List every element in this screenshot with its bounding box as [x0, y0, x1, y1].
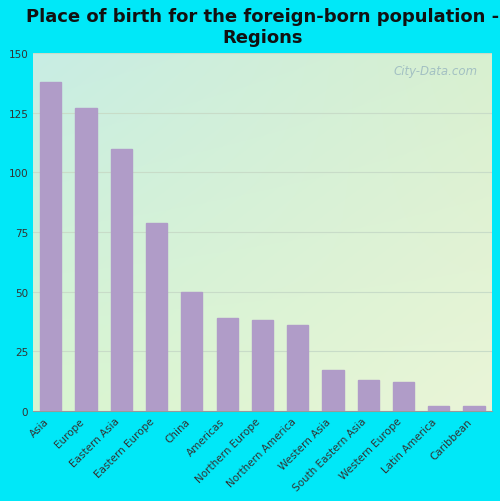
Bar	[322, 371, 344, 411]
Bar	[110, 149, 132, 411]
Bar	[76, 109, 96, 411]
Bar	[146, 223, 167, 411]
Bar	[428, 406, 450, 411]
Bar	[252, 321, 273, 411]
Bar	[181, 292, 203, 411]
Bar	[464, 406, 484, 411]
Title: Place of birth for the foreign-born population -
Regions: Place of birth for the foreign-born popu…	[26, 9, 499, 47]
Bar	[216, 318, 238, 411]
Text: City-Data.com: City-Data.com	[394, 65, 478, 78]
Bar	[40, 83, 62, 411]
Bar	[287, 326, 308, 411]
Bar	[358, 380, 379, 411]
Bar	[393, 383, 414, 411]
